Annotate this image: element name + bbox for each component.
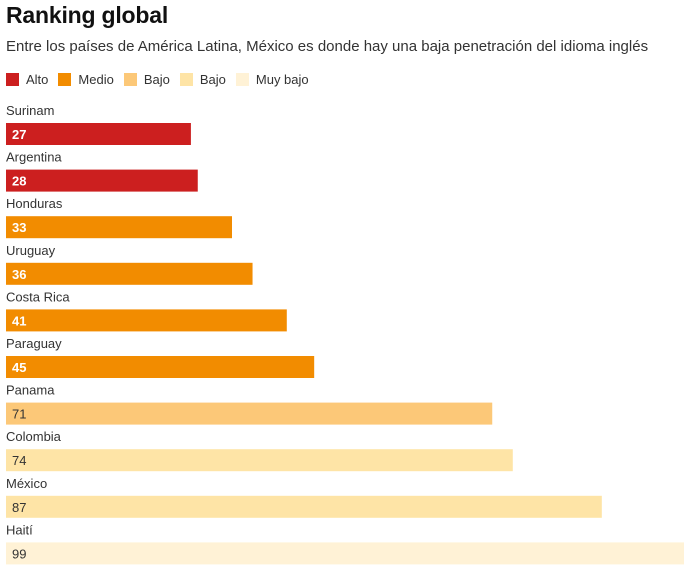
category-label: Paraguay: [6, 336, 62, 351]
legend-label-bajo-1: Bajo: [143, 72, 170, 87]
legend-swatch-medio: [58, 73, 72, 86]
value-label: 41: [12, 313, 26, 328]
value-label: 45: [12, 360, 26, 375]
chart-subtitle: Entre los países de América Latina, Méxi…: [6, 38, 649, 55]
value-label: 74: [12, 453, 26, 468]
legend-item-bajo-2: Bajo: [179, 72, 226, 87]
bar: [6, 216, 232, 239]
value-label: 99: [12, 546, 26, 561]
bar: [6, 449, 513, 472]
bar: [6, 309, 287, 332]
value-label: 27: [12, 127, 26, 142]
bar: [6, 402, 493, 425]
legend-item-alto: Alto: [6, 72, 48, 87]
legend-swatch-alto: [6, 73, 19, 86]
category-label: Panama: [6, 383, 55, 398]
category-label: Argentina: [6, 150, 62, 165]
bar: [6, 123, 191, 145]
legend-item-muy-bajo: Muy bajo: [235, 72, 309, 87]
legend-label-alto: Alto: [26, 72, 49, 87]
legend-label-medio: Medio: [78, 72, 114, 87]
bar: [6, 356, 315, 378]
bar: [6, 495, 602, 518]
bar: [6, 169, 198, 192]
legend-swatch-bajo-1: [123, 73, 137, 86]
legend-swatch-muy-bajo: [235, 73, 249, 86]
legend-label-muy-bajo: Muy bajo: [255, 72, 309, 87]
category-label: México: [6, 476, 47, 491]
bar: [6, 542, 684, 565]
legend: Alto Medio Bajo Bajo Muy bajo: [6, 72, 319, 87]
category-label: Surinam: [6, 103, 54, 118]
chart-title: Ranking global: [6, 2, 169, 28]
category-label: Costa Rica: [6, 289, 70, 304]
value-label: 87: [12, 500, 26, 515]
bar: [6, 262, 253, 285]
value-label: 71: [12, 407, 26, 422]
value-label: 36: [12, 267, 26, 282]
category-label: Haití: [6, 522, 33, 537]
value-label: 28: [12, 174, 26, 189]
legend-label-bajo-2: Bajo: [199, 72, 226, 87]
legend-swatch-bajo-2: [179, 73, 193, 86]
category-label: Uruguay: [6, 243, 56, 258]
value-label: 33: [12, 220, 26, 235]
category-label: Colombia: [6, 429, 62, 444]
category-label: Honduras: [6, 196, 63, 211]
legend-item-bajo-1: Bajo: [123, 72, 170, 87]
legend-item-medio: Medio: [58, 72, 114, 87]
